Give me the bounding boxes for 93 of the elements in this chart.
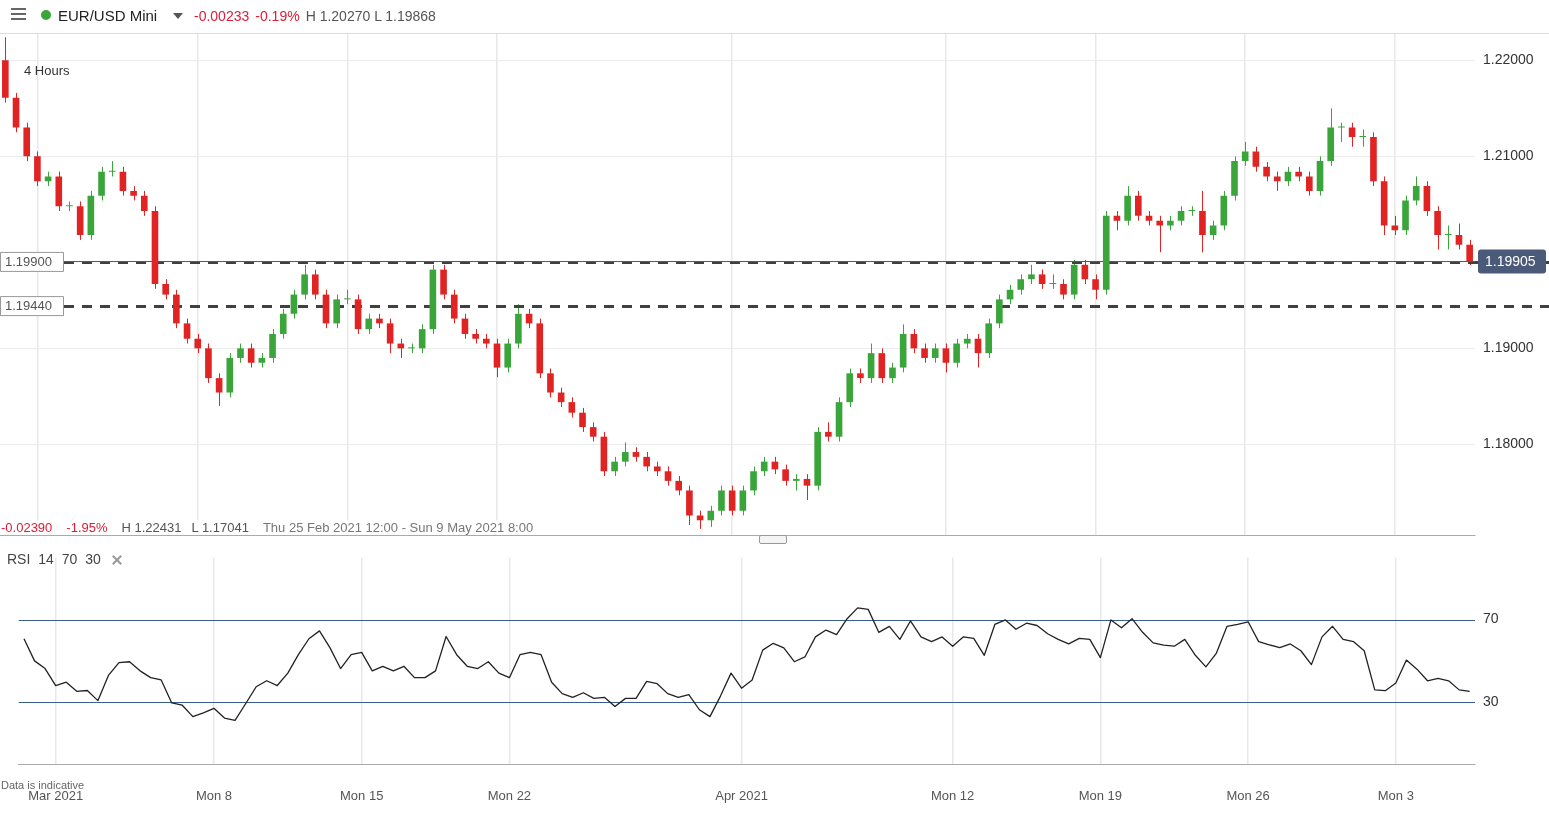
candlestick [931,343,939,364]
x-tick-label: Mon 26 [1226,787,1270,803]
candlestick [1273,171,1281,192]
candlestick [696,510,704,530]
candlestick [1188,205,1196,217]
annotation: 4 Hours [24,63,70,78]
y-tick-label: 70 [1483,610,1499,627]
candlestick [1412,175,1420,206]
candlestick [108,160,116,177]
candlestick [621,441,629,467]
candlestick [279,308,287,340]
x-tick-label: Mon 15 [340,787,384,803]
text: -0.00233 [194,8,250,24]
candlestick [237,343,244,364]
x-tick-label: Mon 19 [1078,787,1123,803]
candlestick [1113,210,1121,231]
candlestick [301,264,308,300]
candlestick [1444,224,1452,250]
candlestick [1338,122,1345,143]
candlestick [1038,269,1046,290]
candlestick [1466,239,1473,266]
candlestick [418,323,426,354]
candlestick [1049,273,1057,290]
candlestick [921,343,928,364]
x-tick-label: Mon 3 [1377,787,1414,803]
candlestick [889,362,896,384]
candlestick [290,289,298,320]
candlestick [1177,205,1185,226]
candlestick [782,464,789,487]
candlestick [675,475,683,496]
candlestick [140,190,148,217]
candlestick [547,368,554,398]
candlestick [1017,273,1025,296]
x-tick-label: Mon 22 [487,787,532,803]
ref-line-label: 1.19440 [5,298,52,314]
x-tick-label: Mon 12 [930,787,975,803]
candlestick [664,465,672,487]
chart-title: RSI 14 70 30 [7,551,101,567]
x-tick-label: Mon 8 [195,787,233,803]
candlestick [1455,223,1463,250]
candlestick [312,269,319,300]
annotation: H 1.22431 [121,520,182,535]
candlestick [568,396,576,418]
candlestick [1028,264,1035,285]
candlestick [119,166,127,197]
candlestick [728,485,736,516]
annotation: Thu 25 Feb 2021 12:00 - Sun 9 May 2021 8:00 [262,520,534,535]
y-tick-label: 1.22000 [1483,51,1534,68]
y-tick-label: 1.19000 [1483,339,1534,356]
candlestick [643,451,650,472]
candlestick [611,456,618,477]
candlestick [942,343,950,373]
annotation: -0.02390 [1,520,53,535]
x-tick-label: Apr 2021 [715,787,768,803]
ref-line-label: 1.19900 [5,254,52,270]
candlestick [953,338,960,369]
y-tick-label: 30 [1483,693,1499,710]
candlestick [803,473,811,501]
candlestick [1391,215,1399,236]
candlestick [1263,161,1270,182]
candlestick [1209,220,1217,241]
y-tick-label: 1.21000 [1483,147,1534,164]
candlestick [344,289,351,305]
candlestick [365,313,373,335]
candlestick [1135,190,1142,222]
text: Data is indicative [1,779,85,791]
candlestick [1060,278,1067,300]
candlestick [215,372,223,407]
candlestick [1241,141,1249,167]
candlestick [183,318,191,345]
candlestick [589,421,597,442]
candlestick [386,318,394,354]
candlestick [66,200,73,212]
ref-line-label: 1.19905 [1485,252,1536,269]
candlestick [194,333,202,354]
candlestick [739,485,747,516]
candlestick [718,485,725,516]
chart-title: EUR/USD Mini [58,7,158,24]
candlestick [162,278,169,300]
y-tick-label: 1.18000 [1483,435,1534,452]
candlestick [760,456,768,477]
candlestick [1359,128,1367,148]
candlestick [750,465,757,496]
candlestick [579,407,586,433]
candlestick [825,421,832,442]
candlestick [707,505,715,528]
text: H 1.20270 L 1.19868 [305,8,436,24]
annotation: L 1.17041 [191,520,249,535]
candlestick [247,343,255,369]
annotation: -1.95% [66,520,108,535]
candlestick [1092,273,1099,300]
candlestick [1306,171,1313,197]
text: -0.19% [255,8,300,24]
